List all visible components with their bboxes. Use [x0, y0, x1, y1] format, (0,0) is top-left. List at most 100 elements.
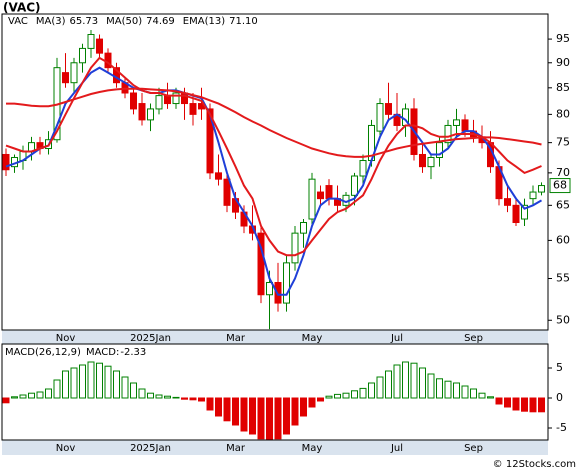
candle-body	[325, 185, 333, 200]
macd-bar	[300, 397, 307, 417]
macd-legend-name: MACD:	[86, 347, 119, 358]
legend-label: VAC	[8, 16, 28, 27]
legend-label: EMA(13)	[183, 16, 225, 27]
macd-bar	[538, 397, 545, 413]
candle-body	[444, 124, 452, 144]
candle-body	[521, 204, 528, 220]
macd-bar	[198, 397, 205, 402]
candle-body	[291, 232, 299, 264]
macd-bar	[232, 397, 239, 426]
macd-bar	[308, 397, 316, 408]
y-tick-label: 65	[556, 198, 570, 211]
macd-bar	[147, 392, 154, 399]
candle-body	[300, 222, 307, 234]
candle-body	[2, 153, 10, 171]
panel-border	[1, 343, 549, 441]
macd-bar	[138, 388, 146, 399]
candle-body	[351, 175, 358, 196]
macd-bar	[121, 376, 129, 399]
macd-bar	[113, 370, 120, 399]
x-tick-label: Jul	[390, 443, 403, 454]
candle-body	[206, 108, 214, 174]
x-axis-band	[2, 330, 548, 344]
macd-bar	[249, 397, 256, 435]
candle-body	[138, 103, 146, 121]
macd-legend-value: -2.33	[120, 347, 146, 358]
macd-bar	[427, 373, 435, 399]
macd-bar	[504, 397, 511, 408]
candle-body	[283, 262, 290, 304]
macd-bar	[393, 364, 401, 399]
macd-bar	[223, 397, 231, 422]
macd-bar	[461, 385, 469, 399]
macd-bar	[240, 397, 248, 432]
candle-body	[512, 204, 520, 224]
candle-body	[257, 232, 265, 296]
macd-bar	[164, 395, 171, 399]
macd-bar	[70, 367, 78, 399]
macd-bar	[11, 396, 18, 399]
candle-body	[385, 103, 392, 115]
y-tick-label: 0	[556, 391, 563, 404]
candle-body	[223, 178, 231, 206]
y-tick-label: 5	[556, 361, 563, 374]
legend-label: MA(3)	[36, 16, 66, 27]
macd-bar	[19, 394, 27, 399]
y-tick-label: 95	[556, 32, 570, 45]
x-tick-label: May	[302, 443, 323, 454]
footer: © 12Stocks.com	[493, 459, 576, 470]
chart-title: (VAC)	[3, 1, 41, 15]
x-axis-band	[2, 440, 548, 455]
macd-bar	[342, 392, 350, 399]
macd-bar	[96, 362, 103, 399]
candle-body	[172, 92, 180, 105]
macd-bar	[189, 397, 197, 401]
candle-body	[308, 178, 316, 220]
candle-body	[427, 156, 435, 168]
x-tick-label: Nov	[56, 443, 76, 454]
candle-body	[453, 119, 460, 126]
candle-body	[96, 38, 103, 54]
x-tick-label: Sep	[464, 333, 483, 344]
macd-bar	[155, 394, 163, 399]
macd-bar	[402, 361, 409, 399]
macd-bar	[495, 397, 503, 405]
macd-bar	[470, 388, 477, 399]
candle-body	[189, 103, 197, 115]
last-price-label: 68	[553, 179, 567, 192]
ma-line	[6, 87, 542, 158]
ma-line	[5, 66, 542, 296]
macd-bar	[181, 397, 188, 400]
candle-body	[359, 160, 367, 177]
candle-body	[79, 47, 86, 64]
macd-bar	[291, 397, 299, 426]
candle-body	[147, 108, 154, 121]
macd-bar	[283, 397, 290, 435]
y-tick-label: 60	[556, 233, 570, 246]
y-tick-label: 70	[556, 166, 570, 179]
macd-bar	[521, 397, 528, 412]
candle-body	[87, 34, 95, 49]
macd-bar	[130, 382, 137, 399]
macd-bar	[206, 397, 214, 411]
x-tick-label: Mar	[226, 333, 246, 344]
macd-bar	[385, 370, 392, 399]
macd-bar	[529, 397, 537, 413]
x-tick-label: 2025Jan	[130, 333, 171, 344]
legend-label: 74.69	[146, 16, 175, 27]
ma-line	[5, 56, 542, 257]
candle-body	[436, 142, 443, 158]
panel-border	[1, 13, 549, 331]
macd-bar	[359, 387, 367, 399]
x-tick-label: Sep	[464, 443, 483, 454]
y-tick-label: 90	[556, 56, 570, 69]
candle-body	[504, 198, 511, 206]
last-price-box	[549, 178, 571, 194]
candle-body	[62, 72, 69, 84]
macd-bar	[274, 397, 282, 440]
macd-bar	[410, 362, 418, 399]
macd-bar	[444, 380, 452, 399]
y-tick-label: 50	[556, 313, 570, 326]
